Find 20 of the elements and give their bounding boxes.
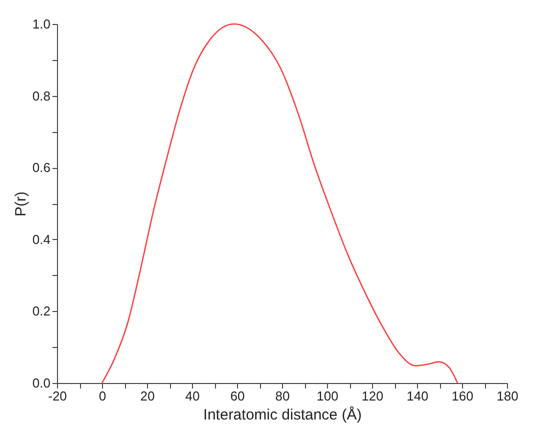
x-tick-label: 0 — [98, 388, 106, 404]
y-tick-label: 0.6 — [32, 160, 50, 176]
y-tick-label: 0.0 — [32, 376, 50, 390]
y-tick-label: 0.8 — [32, 88, 50, 104]
y-axis-title: P(r) — [12, 192, 30, 216]
x-tick-label: 140 — [406, 388, 428, 404]
x-tick-label: 180 — [496, 388, 518, 404]
x-tick-label: 120 — [362, 388, 384, 404]
x-tick-label: 160 — [452, 388, 474, 404]
x-tick-label: 100 — [316, 388, 338, 404]
x-axis-title: Interatomic distance (Å) — [203, 406, 362, 424]
y-tick-label: 0.4 — [32, 232, 50, 247]
x-tick-label: 20 — [140, 388, 155, 404]
line-series — [101, 23, 458, 384]
x-tick-label: 40 — [185, 388, 200, 404]
y-tick-label: 1.0 — [32, 16, 50, 32]
x-tick-label: 80 — [275, 388, 290, 404]
x-tick-label: 60 — [230, 388, 245, 404]
x-tick-label: -20 — [48, 388, 67, 404]
y-tick-label: 0.2 — [32, 304, 50, 319]
